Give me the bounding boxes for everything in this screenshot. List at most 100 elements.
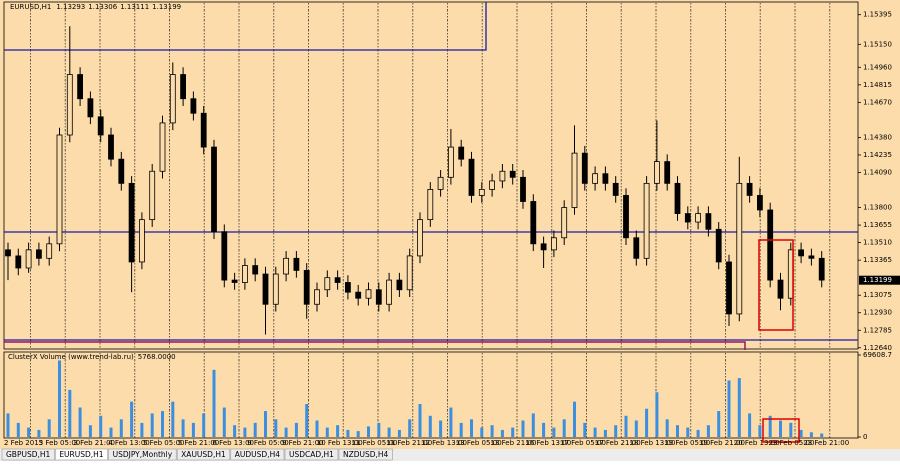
- candle-body: [427, 189, 434, 221]
- candle-body: [540, 243, 547, 251]
- x-tick-label: 17 Feb 21:00: [595, 439, 641, 447]
- volume-bar: [47, 419, 51, 437]
- tab-background: [284, 448, 339, 461]
- tab-label[interactable]: EURUSD,H1: [59, 450, 103, 459]
- y-tick-label: 1.13365: [863, 256, 892, 264]
- tab-label[interactable]: USDCAD,H1: [289, 450, 334, 459]
- tab[interactable]: EURUSD,H1: [55, 448, 108, 461]
- candle-body: [221, 231, 228, 281]
- volume-bar: [459, 422, 463, 437]
- tab-label[interactable]: AUDUSD,H4: [235, 450, 280, 459]
- candle-body: [705, 213, 712, 230]
- volume-bar: [212, 369, 216, 437]
- grid: [4, 2, 858, 349]
- candle-body: [293, 257, 300, 271]
- candle-body: [5, 249, 11, 257]
- candle-body: [437, 176, 444, 190]
- y-tick-label: 1.13075: [863, 291, 892, 299]
- volume-bar: [109, 427, 113, 437]
- candle-body: [252, 265, 259, 275]
- candle-body: [726, 261, 732, 315]
- volume-bar: [748, 413, 752, 437]
- chart-header: EURUSD,H1 1.13293 1.13306 1.13111 1.13199: [10, 3, 181, 11]
- volume-bar: [243, 427, 247, 437]
- volume-bar: [305, 404, 309, 437]
- tab[interactable]: NZDUSD,H4: [338, 448, 393, 461]
- candle-body: [200, 112, 207, 148]
- candle-body: [530, 201, 537, 245]
- candle-body: [334, 277, 341, 283]
- ohlc-value: 1.13111: [120, 3, 149, 11]
- indicator-name: ClusterX Volume (www.trend-lab.ru): [8, 353, 134, 361]
- y-tick-label: 0: [863, 433, 867, 441]
- candle-body: [489, 180, 496, 190]
- x-tick-label: 3 Feb 21:00: [74, 439, 115, 447]
- volume-bar: [408, 419, 412, 437]
- candle-body: [499, 170, 506, 182]
- candle-body: [97, 116, 104, 136]
- tab-label[interactable]: USDJPY,Monthly: [113, 450, 173, 459]
- volume-bar: [16, 422, 20, 437]
- volume-bar: [294, 422, 298, 437]
- x-tick-label: 5 Feb 05:00: [143, 439, 184, 447]
- y-tick-label: 1.14670: [863, 98, 892, 106]
- candle-body: [406, 255, 413, 291]
- candle-body: [664, 161, 671, 184]
- tab[interactable]: AUDUSD,H4: [230, 448, 285, 461]
- y-tick-label: 1.14380: [863, 133, 892, 141]
- candles: [5, 26, 825, 335]
- tab-label[interactable]: NZDUSD,H4: [343, 450, 389, 459]
- candle-body: [561, 207, 568, 239]
- volume-bar: [99, 415, 103, 437]
- x-tick-label: 6 Feb 13:00: [213, 439, 254, 447]
- y-tick-label: 1.14235: [863, 151, 892, 159]
- volume-bar: [37, 429, 41, 437]
- indicator-value: 5768.0000: [138, 353, 176, 361]
- x-tick-label: 10 Feb 13:00: [317, 439, 363, 447]
- candle-body: [211, 146, 217, 233]
- volume-bar: [542, 422, 546, 437]
- candle-body: [623, 195, 629, 239]
- tab[interactable]: GBPUSD,H1: [1, 448, 55, 461]
- volume-bar: [78, 407, 82, 437]
- candle-body: [417, 219, 423, 257]
- volume-bar: [655, 392, 659, 437]
- y-tick-label: 1.12640: [863, 344, 892, 352]
- volume-bar: [624, 415, 628, 437]
- volume-bar: [27, 427, 31, 437]
- volume-bar: [820, 433, 824, 437]
- candle-body: [314, 289, 320, 305]
- candle-body: [447, 146, 454, 178]
- last-price-box: [859, 275, 900, 285]
- tab-label[interactable]: XAUUSD,H1: [181, 450, 226, 459]
- x-tick-label: 9 Feb 05:00: [247, 439, 288, 447]
- tab-label[interactable]: GBPUSD,H1: [6, 450, 51, 459]
- volume-bar: [130, 401, 134, 437]
- candle-body: [695, 213, 701, 223]
- volume-bar: [470, 419, 473, 437]
- tab[interactable]: USDJPY,Monthly: [108, 448, 177, 461]
- candle-body: [386, 279, 393, 305]
- candle-body: [602, 173, 609, 184]
- candle-body: [15, 255, 22, 269]
- y-tick-label: 1.14960: [863, 63, 892, 71]
- candle-body: [808, 255, 815, 259]
- candle-body: [684, 213, 691, 223]
- x-tick-label: 19 Feb 05:00: [664, 439, 710, 447]
- tab[interactable]: USDCAD,H1: [284, 448, 339, 461]
- candle-body: [241, 265, 248, 283]
- volume-bar: [191, 422, 195, 437]
- candle-body: [190, 98, 197, 114]
- volume-bars: [6, 360, 824, 437]
- candle-body: [674, 182, 681, 214]
- volume-bar: [315, 420, 319, 437]
- volume-bar: [789, 422, 793, 437]
- candle-body: [571, 152, 578, 208]
- x-tick-label: 11 Feb 05:00: [352, 439, 398, 447]
- volume-bar: [490, 425, 494, 437]
- tab[interactable]: XAUUSD,H1: [176, 448, 231, 461]
- volume-bar: [737, 378, 741, 437]
- x-tick-label: 20 Feb 13:00: [734, 439, 780, 447]
- candle-body: [272, 273, 279, 305]
